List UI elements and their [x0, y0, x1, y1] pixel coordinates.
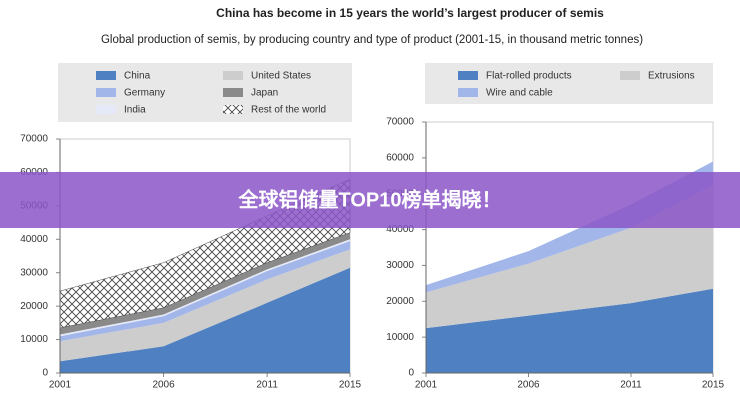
legend-swatch [223, 88, 243, 97]
legend-label: Japan [251, 88, 278, 99]
area [426, 184, 713, 329]
legend-label: Flat-rolled products [486, 71, 572, 82]
y-tick-label: 40000 [386, 224, 414, 235]
legend-swatch [620, 71, 640, 80]
x-tick-label: 2011 [256, 380, 278, 391]
x-tick-label: 2006 [517, 380, 540, 391]
y-tick-label: 70000 [20, 134, 48, 145]
legend-label: United States [251, 71, 311, 82]
y-tick-label: 0 [408, 368, 414, 379]
y-tick-label: 70000 [386, 117, 414, 128]
x-tick-label: 2001 [415, 380, 438, 391]
y-tick-label: 10000 [20, 334, 48, 345]
legend-swatch [223, 71, 243, 80]
y-tick-label: 30000 [386, 260, 414, 271]
area [426, 288, 713, 373]
legend-label: Wire and cable [486, 88, 553, 99]
legend-swatch [96, 105, 116, 114]
y-tick-label: 0 [42, 368, 48, 379]
x-tick-label: 2015 [702, 380, 725, 391]
legend-swatch [96, 71, 116, 80]
x-tick-label: 2011 [620, 380, 642, 391]
y-tick-label: 40000 [20, 234, 48, 245]
legend-swatch [96, 88, 116, 97]
y-tick-label: 10000 [386, 332, 414, 343]
banner [0, 172, 740, 228]
x-tick-label: 2001 [49, 380, 72, 391]
legend-label: Extrusions [648, 71, 695, 82]
area [60, 249, 350, 362]
page-subtitle: Global production of semis, by producing… [101, 34, 643, 46]
legend-label: Germany [124, 88, 165, 99]
area [60, 240, 350, 342]
y-tick-label: 60000 [386, 152, 414, 163]
area [60, 267, 350, 373]
area [60, 232, 350, 335]
y-tick-label: 20000 [20, 301, 48, 312]
legend-swatch [223, 105, 243, 114]
area [426, 161, 713, 293]
page-title: China has become in 15 years the world’s… [216, 6, 604, 20]
legend-box [425, 63, 713, 104]
legend-label: Rest of the world [251, 105, 326, 116]
x-tick-label: 2015 [339, 380, 362, 391]
legend-swatch [458, 71, 478, 80]
y-tick-label: 30000 [20, 267, 48, 278]
legend-label: India [124, 105, 146, 116]
legend-swatch [458, 88, 478, 97]
banner-text: 全球铝储量TOP10榜单揭晓！ [238, 187, 502, 211]
legend-label: China [124, 71, 151, 82]
x-tick-label: 2006 [152, 380, 175, 391]
y-tick-label: 20000 [386, 296, 414, 307]
